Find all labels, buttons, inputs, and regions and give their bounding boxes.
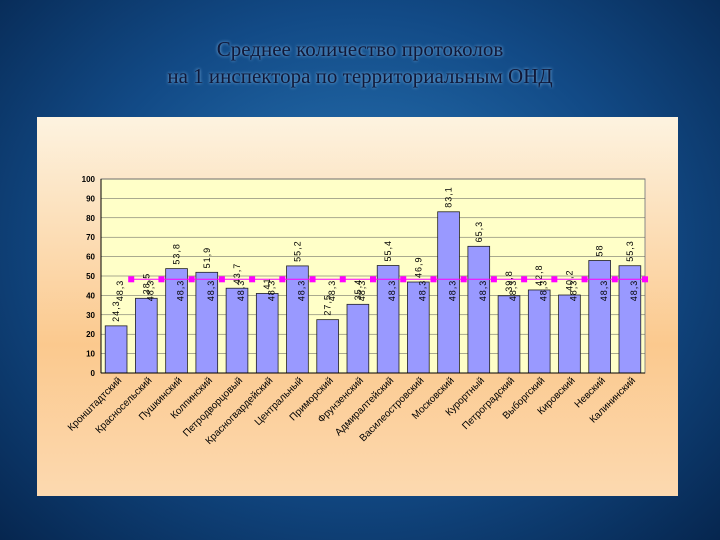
average-point (218, 276, 225, 283)
average-point (370, 276, 376, 283)
average-label: 48,3 (236, 280, 246, 302)
bar (497, 295, 521, 374)
value-label: 35,4 (353, 279, 363, 301)
average-label: 48,3 (387, 280, 397, 302)
value-label: 39,8 (504, 270, 514, 292)
title-line: на 1 инспектора по территориальным ОНД (167, 64, 553, 88)
average-point (339, 276, 346, 283)
average-point (309, 276, 316, 283)
value-label: 51,9 (202, 247, 212, 269)
average-point (158, 276, 165, 283)
average-point (581, 276, 588, 283)
y-tick-label: 0 (91, 369, 96, 378)
average-label: 48,3 (297, 280, 307, 302)
bar (255, 293, 279, 374)
average-point (430, 276, 437, 283)
average-label: 48,3 (629, 280, 639, 302)
value-label: 40,2 (564, 269, 574, 291)
bar (558, 294, 581, 374)
average-point (551, 276, 558, 283)
average-point (521, 276, 528, 283)
value-label: 41 (262, 277, 272, 289)
bar (588, 260, 611, 374)
average-point (188, 276, 195, 283)
value-label: 43,7 (232, 263, 242, 285)
value-label: 27,5 (323, 294, 333, 316)
average-label: 48,3 (569, 280, 579, 302)
y-tick-label: 60 (86, 253, 95, 262)
value-label: 46,9 (413, 256, 423, 278)
bar (135, 297, 158, 374)
average-label: 48,3 (145, 280, 155, 302)
average-label: 48,3 (508, 280, 518, 302)
y-tick-label: 90 (86, 194, 95, 203)
average-label: 48,3 (115, 280, 125, 302)
y-tick-label: 40 (86, 291, 95, 300)
value-label: 58 (595, 244, 605, 256)
value-label: 55,4 (383, 240, 393, 262)
average-label: 48,3 (206, 280, 216, 302)
y-tick-label: 30 (86, 311, 95, 320)
y-tick-label: 20 (86, 330, 95, 339)
average-point (279, 276, 286, 283)
average-label: 48,3 (266, 280, 276, 302)
value-label: 38,5 (141, 273, 151, 295)
bar (316, 319, 339, 374)
value-label: 55,2 (292, 240, 302, 262)
y-tick-label: 50 (86, 272, 95, 281)
average-label: 48,3 (538, 280, 548, 302)
value-label: 65,3 (474, 221, 484, 243)
chart-title: Среднее количество протоколов на 1 инспек… (0, 36, 720, 90)
average-point (460, 276, 467, 283)
y-tick-label: 100 (82, 175, 96, 184)
value-label: 55,3 (625, 240, 635, 262)
average-point (400, 276, 407, 283)
value-label: 53,8 (172, 243, 182, 265)
average-label: 48,3 (176, 280, 186, 302)
average-label: 48,3 (599, 280, 609, 302)
average-point (128, 276, 135, 283)
value-label: 42,8 (534, 264, 544, 286)
average-point (642, 276, 648, 283)
bar (346, 303, 370, 374)
bar (527, 289, 551, 374)
value-label: 83,1 (444, 186, 454, 208)
title-line: Среднее количество протоколов (216, 37, 504, 61)
y-tick-label: 10 (86, 350, 95, 359)
y-tick-label: 80 (86, 214, 95, 223)
average-label: 48,3 (357, 280, 367, 302)
average-point (249, 276, 256, 283)
bar (104, 325, 128, 374)
average-label: 48,3 (448, 280, 458, 302)
bar (467, 245, 491, 374)
average-label: 48,3 (417, 280, 427, 302)
value-label: 24,3 (111, 300, 121, 322)
average-point (611, 276, 618, 283)
y-tick-label: 70 (86, 233, 95, 242)
average-label: 48,3 (327, 280, 337, 302)
average-point (490, 276, 497, 283)
average-label: 48,3 (478, 280, 488, 302)
